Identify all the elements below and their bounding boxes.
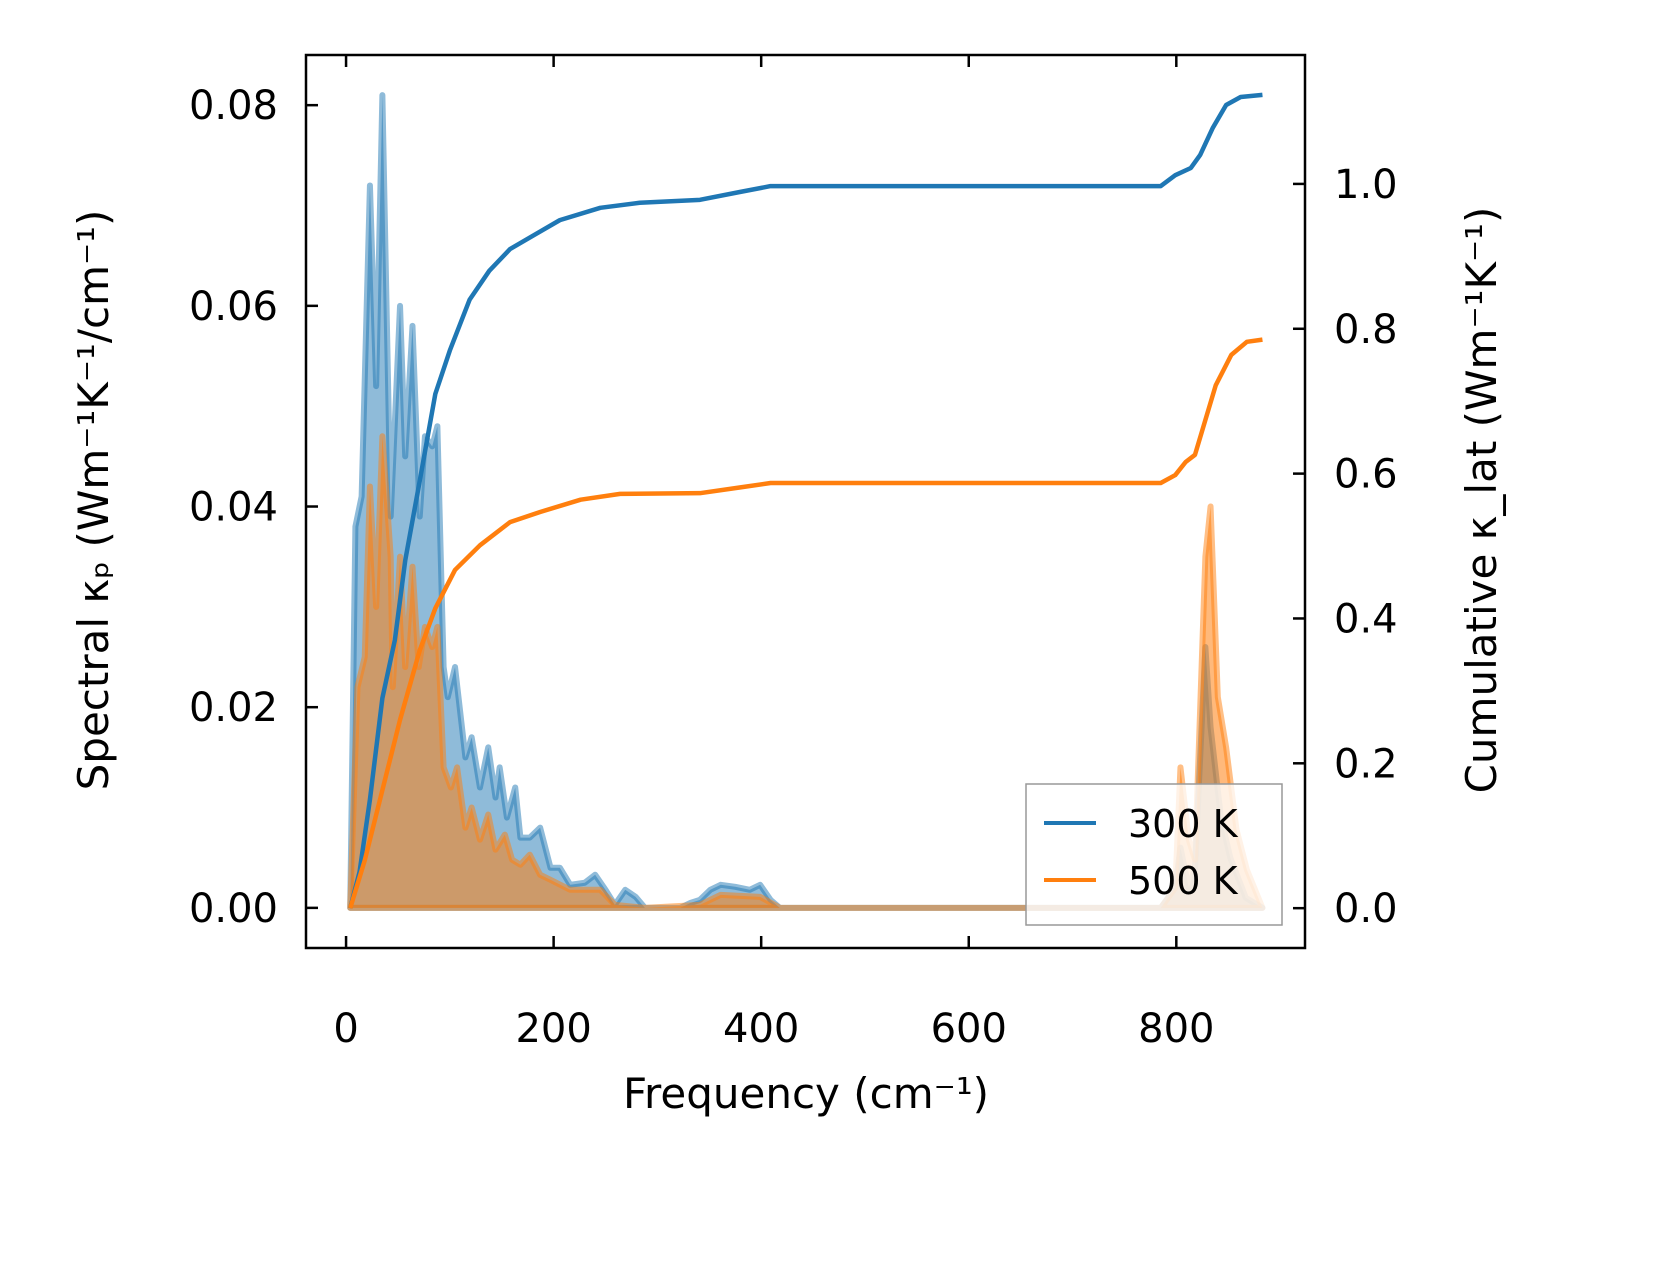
x-tick-label: 200 <box>515 1006 591 1052</box>
legend-box <box>1025 783 1283 926</box>
right-y-tick-label: 0.8 <box>1334 307 1398 353</box>
axis-ticks: 0 200 400 600 800 0.00 0.02 0.04 0.06 0.08 0.0 0.2 0… <box>189 55 1398 1052</box>
left-y-axis-label: Spectral κₚ (Wm⁻¹K⁻¹/cm⁻¹) <box>69 210 118 791</box>
legend-label-300k: 300 K <box>1128 802 1239 846</box>
legend: 300 K 500 K <box>1025 783 1283 926</box>
left-y-tick-label: 0.02 <box>189 685 278 731</box>
left-y-tick-label: 0.06 <box>189 284 278 330</box>
right-y-tick-label: 1.0 <box>1334 162 1398 208</box>
right-y-tick-label: 0.6 <box>1334 452 1398 498</box>
left-y-tick-label: 0.08 <box>189 83 278 129</box>
x-axis-label: Frequency (cm⁻¹) <box>623 1069 989 1118</box>
right-y-axis-label: Cumulative κ_lat (Wm⁻¹K⁻¹) <box>1457 207 1506 794</box>
plot-frame <box>304 53 1307 950</box>
right-y-tick-label: 0.4 <box>1334 596 1398 642</box>
x-tick-label: 0 <box>333 1006 358 1052</box>
cumulative-line-500k <box>348 337 1263 909</box>
cumulative-lines <box>348 92 1263 909</box>
left-y-tick-label: 0.00 <box>189 886 278 932</box>
right-y-tick-label: 0.2 <box>1334 741 1398 787</box>
x-tick-label: 400 <box>723 1006 799 1052</box>
x-tick-label: 800 <box>1138 1006 1214 1052</box>
cumulative-line-300k <box>348 92 1263 909</box>
left-y-tick-label: 0.04 <box>189 485 278 531</box>
legend-label-500k: 500 K <box>1128 859 1239 903</box>
right-y-tick-label: 0.0 <box>1334 886 1398 932</box>
x-tick-label: 600 <box>931 1006 1007 1052</box>
